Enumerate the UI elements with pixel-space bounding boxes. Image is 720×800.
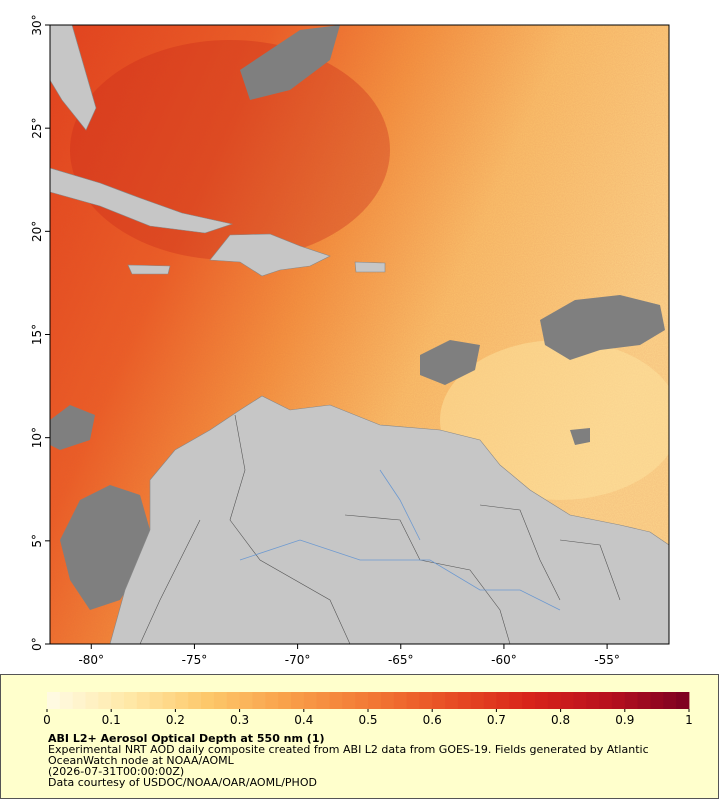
colorbar-tick-label: 0.2	[166, 713, 185, 727]
colorbar-cell	[188, 692, 202, 709]
colorbar-cell	[175, 692, 189, 709]
colorbar-cell	[59, 692, 74, 709]
colorbar: 0 0.1 0.2 0.3 0.4 0.5 0.6 0.7 0.8 0.9 1	[43, 692, 693, 727]
colorbar-tick-label: 0.8	[551, 713, 570, 727]
colorbar-cell	[98, 692, 112, 709]
rivers	[239, 469, 561, 611]
colorbar-cell	[316, 692, 330, 709]
colorbar-cell	[509, 692, 523, 709]
y-tick-label: 30°	[30, 14, 44, 35]
colorbar-cell	[342, 692, 356, 709]
colorbar-cell	[265, 692, 279, 709]
colorbar-cell	[445, 692, 459, 709]
colorbar-cell	[406, 692, 420, 709]
y-tick-label: 25°	[30, 118, 44, 139]
colorbar-cell	[432, 692, 446, 709]
colorbar-cell	[599, 692, 613, 709]
colorbar-cell	[303, 692, 318, 709]
colorbar-cell	[290, 692, 305, 709]
colorbar-cell	[355, 692, 369, 709]
x-tick-label: -55°	[594, 653, 620, 667]
colorbar-cell	[111, 692, 125, 709]
colorbar-cell	[124, 692, 138, 709]
colorbar-cell	[380, 692, 395, 709]
y-tick-label: 5°	[30, 534, 44, 548]
colorbar-cell	[470, 692, 484, 709]
colorbar-cell	[252, 692, 266, 709]
caption-line: (2026-07-31T00:00:00Z)	[48, 765, 184, 778]
colorbar-cell	[149, 692, 163, 709]
colorbar-cell	[457, 692, 472, 709]
colorbar-cell	[368, 692, 382, 709]
caption-line: Experimental NRT AOD daily composite cre…	[48, 743, 649, 756]
colorbar-cell	[329, 692, 343, 709]
colorbar-tick-label: 0.1	[102, 713, 121, 727]
y-tick-label: 10°	[30, 427, 44, 448]
colorbar-cell	[611, 692, 626, 709]
caption-title: ABI L2+ Aerosol Optical Depth at 550 nm …	[48, 732, 325, 745]
colorbar-cell	[560, 692, 574, 709]
caption-line: Data courtesy of USDOC/NOAA/OAR/AOML/PHO…	[48, 776, 317, 789]
x-tick-label: -70°	[285, 653, 311, 667]
borders	[139, 414, 621, 644]
colorbar-tick-label: 0.6	[423, 713, 442, 727]
axes: -80° -75° -70° -65° -60° -55° 0° 5° 10° 15° 20° 25°…	[30, 14, 620, 667]
x-tick-label: -65°	[388, 653, 414, 667]
colorbar-cell	[239, 692, 253, 709]
clouds	[50, 25, 665, 610]
y-tick-label: 0°	[30, 637, 44, 651]
land	[50, 25, 669, 644]
colorbar-cell	[213, 692, 228, 709]
colorbar-cell	[573, 692, 587, 709]
colorbar-cell	[586, 692, 600, 709]
colorbar-tick-label: 0.4	[294, 713, 313, 727]
colorbar-cell	[483, 692, 497, 709]
aod-low	[440, 340, 669, 500]
colorbar-cell	[201, 692, 215, 709]
colorbar-cell	[534, 692, 549, 709]
y-tick-label: 15°	[30, 324, 44, 345]
colorbar-cell	[72, 692, 86, 709]
colorbar-cell	[393, 692, 407, 709]
caption-lines: Experimental NRT AOD daily composite cre…	[48, 743, 649, 789]
colorbar-cell	[226, 692, 240, 709]
colorbar-cell	[676, 692, 690, 709]
colorbar-cell	[496, 692, 510, 709]
colorbar-tick-label: 0.3	[230, 713, 249, 727]
colorbar-tick-label: 1	[685, 713, 693, 727]
colorbar-tick-label: 0	[43, 713, 51, 727]
colorbar-tick-label: 0.5	[358, 713, 377, 727]
x-tick-label: -80°	[78, 653, 104, 667]
colorbar-cell	[419, 692, 433, 709]
y-tick-label: 20°	[30, 221, 44, 242]
colorbar-tick-label: 0.9	[615, 713, 634, 727]
colorbar-cell	[650, 692, 664, 709]
aod-high	[70, 40, 390, 260]
caption-line: OceanWatch node at NOAA/AOML	[48, 754, 235, 767]
x-tick-label: -75°	[182, 653, 208, 667]
colorbar-cell	[278, 692, 292, 709]
colorbar-cell	[637, 692, 651, 709]
colorbar-cell	[162, 692, 176, 709]
colorbar-cell	[85, 692, 99, 709]
colorbar-cell	[47, 692, 61, 709]
colorbar-cell	[136, 692, 151, 709]
colorbar-cell	[624, 692, 639, 709]
colorbar-cell	[547, 692, 561, 709]
map-image	[50, 25, 669, 644]
colorbar-cell	[522, 692, 536, 709]
colorbar-cell	[663, 692, 677, 709]
colorbar-tick-label: 0.7	[487, 713, 506, 727]
x-tick-label: -60°	[491, 653, 517, 667]
